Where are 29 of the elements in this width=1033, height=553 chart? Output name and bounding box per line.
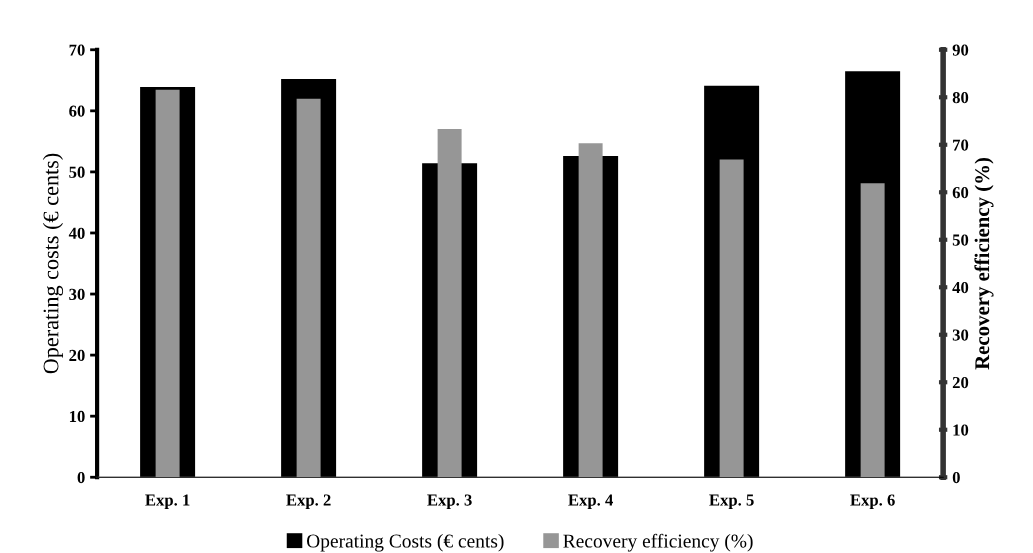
x-tick-label: Exp. 2 bbox=[286, 494, 331, 510]
y-tick-label: 20 bbox=[69, 349, 85, 362]
y2-tick-label: 10 bbox=[953, 424, 969, 436]
x-tick-label: Exp. 6 bbox=[850, 494, 895, 510]
bar bbox=[860, 183, 885, 478]
y2-tick-label: 0 bbox=[952, 471, 960, 484]
y2-tick-label: 40 bbox=[952, 281, 969, 294]
y2-axis-title: Recovery efficiency (%) bbox=[974, 158, 994, 370]
legend-label: Operating Costs (€ cents) bbox=[307, 533, 504, 552]
y-tick-label: 30 bbox=[69, 288, 85, 300]
y2-tick-label: 30 bbox=[952, 329, 969, 341]
y2-tick-label: 20 bbox=[952, 376, 969, 389]
y2-tick-label: 50 bbox=[952, 234, 969, 246]
x-tick-label: Exp. 1 bbox=[145, 494, 190, 510]
y2-tick-label: 90 bbox=[952, 44, 969, 56]
y-tick-label: 60 bbox=[69, 105, 85, 117]
x-tick-label: Exp. 3 bbox=[427, 494, 472, 510]
y-tick-label: 10 bbox=[69, 410, 85, 423]
x-tick-label: Exp. 5 bbox=[709, 494, 754, 510]
x-tick-label: Exp. 4 bbox=[568, 494, 613, 510]
y2-tick-label: 60 bbox=[952, 186, 969, 199]
y2-tick-label: 80 bbox=[952, 91, 969, 104]
y-tick-label: 40 bbox=[68, 227, 85, 239]
legend-label: Recovery efficiency (%) bbox=[563, 533, 753, 552]
y-tick-label: 0 bbox=[77, 471, 85, 484]
y-axis-title: Operating costs (€ cents) bbox=[42, 153, 64, 374]
y-tick-label: 70 bbox=[69, 44, 85, 56]
y-tick-label: 50 bbox=[69, 166, 85, 178]
y2-tick-label: 70 bbox=[953, 139, 969, 151]
